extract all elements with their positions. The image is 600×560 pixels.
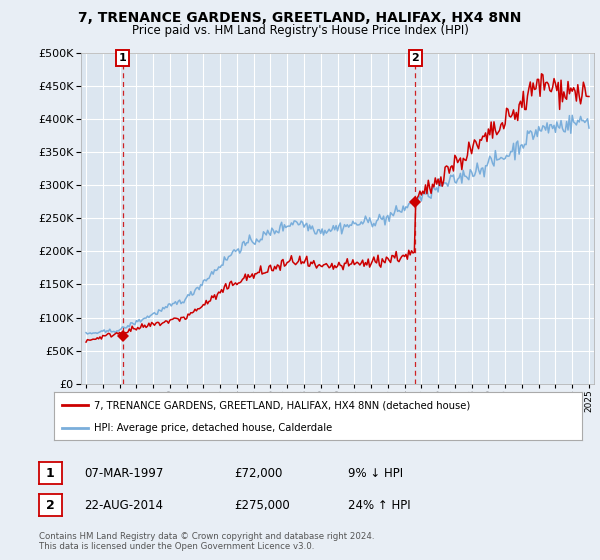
Text: 2: 2 [46, 498, 55, 512]
Text: 22-AUG-2014: 22-AUG-2014 [84, 498, 163, 512]
Text: 1: 1 [119, 53, 127, 63]
Text: HPI: Average price, detached house, Calderdale: HPI: Average price, detached house, Cald… [94, 423, 332, 433]
Text: 07-MAR-1997: 07-MAR-1997 [84, 466, 163, 480]
Text: 2: 2 [412, 53, 419, 63]
Text: 1: 1 [46, 466, 55, 480]
Text: £275,000: £275,000 [234, 498, 290, 512]
Text: 9% ↓ HPI: 9% ↓ HPI [348, 466, 403, 480]
Text: Contains HM Land Registry data © Crown copyright and database right 2024.
This d: Contains HM Land Registry data © Crown c… [39, 532, 374, 552]
Text: £72,000: £72,000 [234, 466, 283, 480]
Text: 7, TRENANCE GARDENS, GREETLAND, HALIFAX, HX4 8NN (detached house): 7, TRENANCE GARDENS, GREETLAND, HALIFAX,… [94, 400, 470, 410]
Text: 7, TRENANCE GARDENS, GREETLAND, HALIFAX, HX4 8NN: 7, TRENANCE GARDENS, GREETLAND, HALIFAX,… [79, 11, 521, 25]
Text: Price paid vs. HM Land Registry's House Price Index (HPI): Price paid vs. HM Land Registry's House … [131, 24, 469, 36]
Text: 24% ↑ HPI: 24% ↑ HPI [348, 498, 410, 512]
